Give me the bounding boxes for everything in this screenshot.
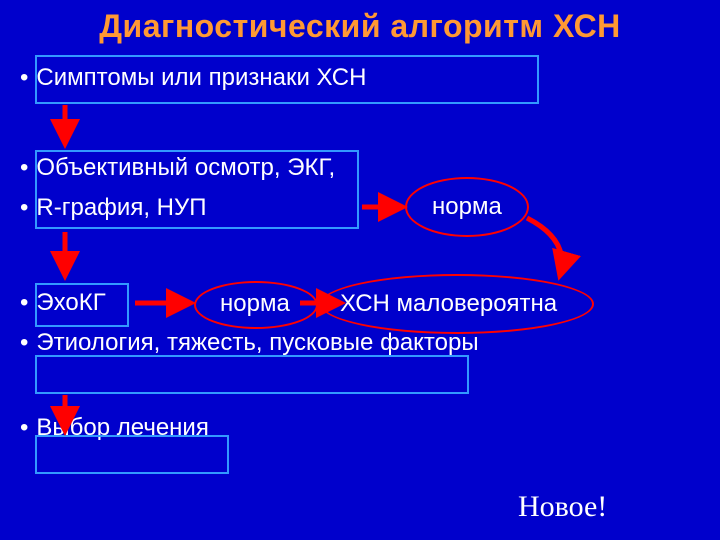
bullet-text: Этиология, тяжесть, пусковые факторы: [36, 329, 478, 356]
frame-echo: [35, 283, 129, 327]
label-novoe: Новое!: [518, 490, 607, 524]
bullet-dot-icon: •: [20, 154, 28, 181]
slide-title: Диагностический алгоритм ХСН: [0, 8, 720, 45]
frame-treatment: [35, 435, 229, 474]
bullet-dot-icon: •: [20, 64, 28, 91]
frame-etiology: [35, 355, 469, 394]
frame-exam: [35, 150, 359, 229]
bullet-etiology: • Этиология, тяжесть, пусковые факторы: [20, 330, 479, 356]
ellipse-norma-mid: [194, 281, 318, 329]
bullet-dot-icon: •: [20, 414, 28, 441]
bullet-dot-icon: •: [20, 289, 28, 316]
bullet-dot-icon: •: [20, 194, 28, 221]
ellipse-norma-top: [405, 177, 529, 237]
slide-stage: Диагностический алгоритм ХСН •Симптомы и…: [0, 0, 720, 540]
arrow-norma-curve-down: [527, 218, 562, 275]
bullet-dot-icon: •: [20, 329, 28, 356]
ellipse-unlikely: [320, 274, 594, 334]
frame-symptoms: [35, 55, 539, 104]
